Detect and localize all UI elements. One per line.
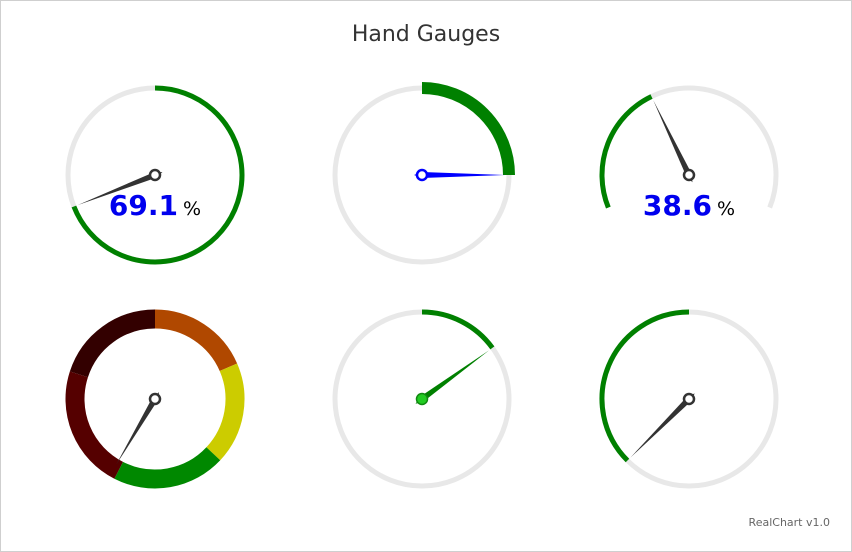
- chart-title: Hand Gauges: [351, 22, 501, 47]
- gauge-hand: [653, 100, 693, 183]
- gauge-value-unit: %: [183, 198, 201, 220]
- gauge-1: 69.1%: [65, 85, 245, 265]
- gauge-value-band: [599, 309, 690, 463]
- gauge-value-band: [599, 94, 653, 209]
- gauge-hand: [77, 172, 163, 206]
- gauge-hand: [414, 172, 505, 178]
- gauge-2: [332, 82, 515, 265]
- gauge-value-label: 38.6%: [643, 189, 735, 222]
- gauge-pin: [682, 168, 696, 182]
- gauge-value-band: [71, 85, 245, 265]
- gauge-pin: [682, 392, 696, 406]
- gauge-3: 38.6%: [599, 85, 779, 222]
- gauge-pin: [415, 392, 429, 406]
- gauge-band-3: [114, 447, 221, 489]
- gauge-6: [599, 309, 779, 489]
- gauge-value-number: 38.6: [643, 189, 712, 222]
- gauge-5: [332, 309, 512, 489]
- gauge-value-band: [421, 82, 515, 176]
- gauge-pin: [415, 168, 429, 182]
- gauge-pin: [148, 168, 162, 182]
- gauge-value-unit: %: [717, 198, 735, 220]
- gauge-value-band: [421, 309, 495, 350]
- gauge-pin: [148, 392, 162, 406]
- gauge-band-1: [154, 309, 238, 372]
- gauge-hand: [630, 393, 695, 458]
- gauge-4: [65, 309, 245, 489]
- gauge-hand: [116, 392, 160, 465]
- gauge-value-number: 69.1: [109, 189, 178, 222]
- gauge-band-5: [69, 309, 156, 378]
- gauge-band-2: [206, 363, 245, 461]
- gauge-hand: [415, 350, 490, 404]
- credit-label: RealChart v1.0: [748, 516, 830, 529]
- gauge-value-label: 69.1%: [109, 189, 201, 222]
- gauge-band-4: [65, 371, 124, 479]
